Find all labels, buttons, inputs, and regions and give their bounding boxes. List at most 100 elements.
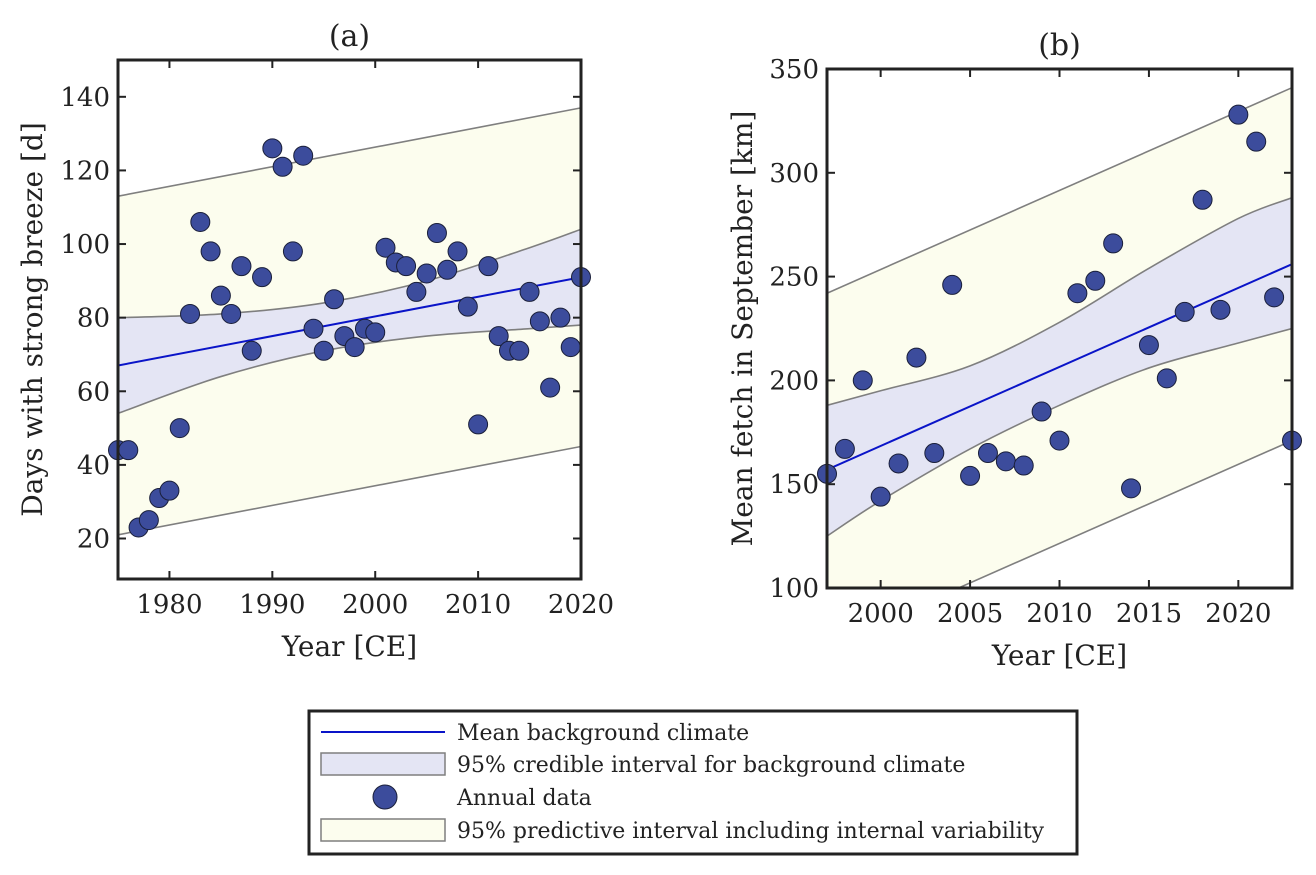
data-point [344,337,365,358]
x-axis-title: Year [CE] [281,630,417,663]
data-point [550,307,571,328]
credible-interval-upper [827,196,1292,407]
data-point [1013,455,1034,476]
y-axis-title: Days with strong breeze [d] [16,122,49,517]
y-axis-title: Mean fetch in September [km] [726,111,759,547]
data-point [221,303,242,324]
data-point [138,510,159,531]
y-tick-label: 250 [769,263,819,293]
predictive-interval-upper [827,86,1292,294]
predictive-interval-lower [956,439,1292,588]
legend-label: Mean background climate [457,721,749,746]
data-point [519,281,540,302]
data-point [509,340,530,361]
data-point [200,241,221,262]
x-tick-label: 2005 [937,599,1003,629]
data-point [231,256,252,277]
data-point [437,259,458,280]
x-tick-label: 2020 [548,590,614,620]
data-point [282,241,303,262]
panel-title: (b) [1038,28,1081,63]
data-point [977,443,998,464]
data-point [1031,401,1052,422]
data-point [1121,478,1142,499]
predictive-interval-upper [118,107,581,197]
x-tick-label: 2000 [848,599,914,629]
axes-frame [116,58,583,581]
y-tick-label: 200 [769,366,819,396]
y-tick-label: 80 [77,304,110,334]
data-point [529,311,550,332]
data-point [210,285,231,306]
x-tick-label: 1990 [239,590,305,620]
data-point [396,256,417,277]
mean-background-line [827,263,1292,471]
plot-area [827,86,1292,588]
data-points [817,104,1302,507]
y-tick-label: 40 [77,451,110,481]
y-tick-label: 100 [60,230,110,260]
y-tick-label: 20 [77,525,110,555]
data-point [1228,104,1249,125]
data-point [272,156,293,177]
y-tick-label: 60 [77,377,110,407]
x-tick-label: 1980 [136,590,202,620]
data-point [293,145,314,166]
data-point [426,223,447,243]
data-point [252,267,273,288]
data-point [960,465,981,486]
data-point [488,326,509,347]
x-tick-label: 2020 [1205,599,1271,629]
data-point [324,289,345,310]
data-point [365,322,386,343]
data-point [1156,368,1177,389]
data-point [906,347,927,368]
data-point [834,438,855,459]
data-points [108,138,591,538]
data-point [870,486,891,507]
data-point [540,377,561,398]
data-point [118,440,139,461]
data-point [190,211,211,232]
data-point [1246,131,1267,152]
data-point [303,318,324,339]
data-point [888,453,909,474]
data-point [313,340,334,361]
mean-background-line [118,276,581,367]
data-point [169,418,190,439]
data-point [457,296,478,317]
panel-title: (a) [329,19,370,54]
legend-swatch-predictive [320,818,446,842]
x-tick-label: 2015 [1116,599,1182,629]
predictive-interval-lower [118,445,581,536]
legend-label: 95% credible interval for background cli… [457,753,965,778]
data-point [1103,233,1124,254]
legend-swatch-marker [372,784,398,810]
legend-label: Annual data [456,786,592,811]
panel-b: 2000 2005 2010 2015 2020 100 150 200 250 300 350 (b… [726,28,1302,672]
y-tick-label: 100 [769,574,819,604]
data-point [478,256,499,277]
legend-label: 95% predictive interval including intern… [457,819,1045,844]
data-point [1210,299,1231,320]
data-point [1174,301,1195,322]
x-tick-label: 2000 [342,590,408,620]
data-point [1264,287,1285,308]
y-tick-label: 350 [769,55,819,85]
data-point [375,237,396,258]
data-point [180,303,201,324]
credible-interval-upper [118,228,581,319]
data-point [1067,283,1088,304]
data-point [447,241,468,262]
data-point [1138,335,1159,356]
y-tick-label: 140 [60,83,110,113]
x-tick-label: 2010 [445,590,511,620]
data-point [416,263,437,284]
data-point [995,451,1016,472]
panel-a: 1980 1990 2000 2010 202020406080100120140(a)… [16,19,614,663]
data-point [1192,189,1213,210]
data-point [1049,430,1070,451]
y-tick-label: 120 [60,156,110,186]
data-point [468,414,489,435]
